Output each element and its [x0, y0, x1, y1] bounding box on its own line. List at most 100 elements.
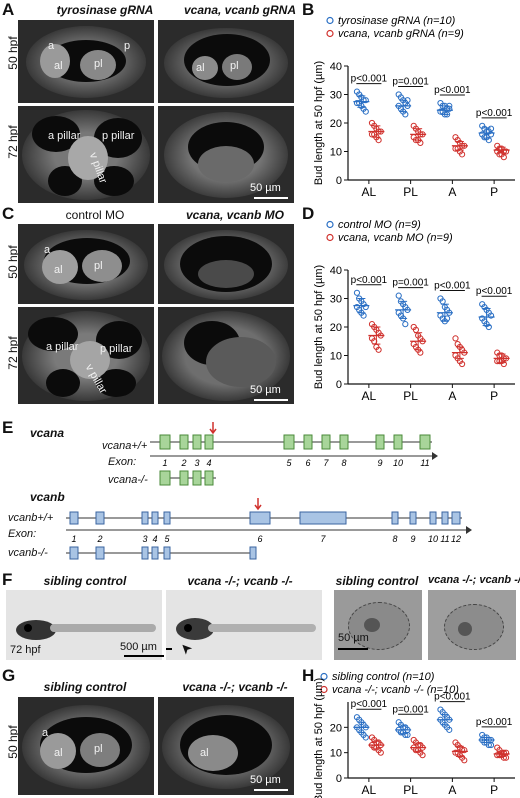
- x-tick-label: A: [448, 185, 456, 199]
- exon-box: [409, 511, 417, 525]
- panel-g-title-left: sibling control: [43, 680, 127, 694]
- exon-number: 7: [323, 458, 329, 468]
- exon-box: [69, 546, 79, 560]
- image-c-50-right: [158, 224, 294, 304]
- p-value-label: p=0.001: [392, 278, 429, 289]
- age-label: 72 hpf: [10, 644, 41, 656]
- y-tick-label: 20: [330, 118, 342, 130]
- exon-number: 1: [162, 458, 167, 468]
- data-point: [362, 108, 369, 115]
- arrow-icon: ➤: [175, 639, 196, 659]
- exon-box: [249, 546, 257, 560]
- data-point: [461, 757, 468, 764]
- p-value-label: p<0.001: [476, 286, 513, 297]
- image-c-72-left: a pillar p pillar v pillar: [18, 307, 154, 404]
- scale-bar: [166, 648, 172, 650]
- legend-label: tyrosinase gRNA (n=10): [338, 15, 456, 27]
- vcana-exon-label: Exon:: [108, 456, 137, 468]
- y-tick-label: 40: [330, 265, 342, 277]
- image-a-72-right: 50 µm: [158, 106, 294, 203]
- p-value-label: p<0.001: [351, 275, 388, 286]
- exon-number: 2: [180, 458, 186, 468]
- data-point: [452, 335, 459, 342]
- x-tick-label: PL: [403, 783, 418, 797]
- image-c-50-left: a al pl: [18, 224, 154, 304]
- image-a-50-right: al pl: [158, 20, 294, 103]
- chart-b: tyrosinase gRNA (n=10)vcana, vcanb gRNA …: [313, 15, 515, 199]
- chart-h: sibling control (n=10)vcana -/-; vcanb -…: [313, 671, 515, 798]
- data-point: [446, 726, 453, 733]
- panel-letter-e: E: [2, 418, 14, 437]
- data-point: [496, 151, 503, 158]
- exon-number: 3: [194, 458, 199, 468]
- exon-box: [249, 511, 271, 525]
- label-a: a: [42, 727, 49, 739]
- data-point: [485, 323, 492, 331]
- exon-box: [451, 511, 461, 525]
- y-tick-label: 0: [336, 379, 342, 391]
- exon-number: 2: [96, 534, 102, 544]
- label-a-pillar: a pillar: [48, 130, 81, 142]
- p-value-label: p=0.001: [392, 77, 429, 88]
- scale-bar: [338, 648, 368, 650]
- scale-bar: [254, 399, 288, 401]
- chart-d: control MO (n=9)vcana, vcanb MO (n=9) 0 10…: [313, 219, 515, 403]
- scale-bar: [254, 197, 288, 199]
- exon-box: [179, 470, 189, 486]
- exon-box: [192, 470, 202, 486]
- exon-number: 7: [320, 534, 326, 544]
- data-point: [458, 151, 466, 158]
- exon-box: [204, 470, 214, 486]
- legend-marker: [320, 672, 328, 681]
- data-point: [377, 749, 384, 756]
- data-point: [500, 154, 507, 161]
- y-tick-label: 10: [330, 147, 342, 159]
- panel-f-title-2: vcana -/-; vcanb -/-: [187, 574, 293, 588]
- panel-f-title-3: sibling control: [335, 574, 419, 588]
- data-point: [487, 312, 495, 319]
- p-value-label: p<0.001: [476, 108, 513, 119]
- p-value-label: p<0.001: [476, 717, 513, 728]
- label-pl: pl: [94, 260, 103, 272]
- exon-box: [375, 434, 385, 450]
- x-tick-label: PL: [403, 185, 418, 199]
- exon-number: 12: [451, 534, 461, 544]
- exon-box: [151, 511, 159, 525]
- scale-label-50: 50 µm: [338, 632, 369, 644]
- exon-box: [179, 434, 189, 450]
- data-point: [402, 731, 409, 739]
- legend-label: vcana -/-; vcanb -/- (n=10): [332, 684, 459, 696]
- y-tick-label: 0: [336, 773, 342, 785]
- panel-letter-g: G: [2, 666, 16, 685]
- legend-label: vcana, vcanb MO (n=9): [338, 232, 453, 244]
- data-point: [362, 97, 369, 104]
- exon-box: [393, 434, 403, 450]
- axis-arrow: [432, 452, 438, 460]
- data-point: [353, 99, 361, 107]
- data-point: [419, 752, 426, 759]
- y-axis-label: Bud length at 50 hpf (µm): [313, 678, 325, 798]
- panel-c-title-right: vcana, vcanb MO: [185, 208, 285, 222]
- panel-letter-h: H: [302, 666, 315, 685]
- data-point: [458, 360, 466, 368]
- legend-marker: [320, 685, 328, 694]
- y-tick-label: 10: [330, 351, 342, 363]
- panel-c-title-left: control MO: [65, 208, 125, 222]
- data-point: [375, 346, 382, 353]
- legend-label: control MO (n=9): [338, 219, 421, 231]
- exon-box: [163, 546, 171, 560]
- exon-box: [163, 511, 171, 525]
- label-al: al: [196, 62, 205, 74]
- x-tick-label: P: [490, 783, 498, 797]
- p-value-label: p<0.001: [434, 281, 471, 292]
- data-point: [404, 731, 411, 739]
- data-point: [395, 292, 402, 299]
- data-point: [437, 108, 444, 115]
- y-tick-label: 40: [330, 61, 342, 73]
- image-f-sibling-fish: 72 hpf: [6, 590, 162, 660]
- exon-box: [159, 434, 171, 450]
- data-point: [485, 137, 492, 144]
- x-tick-label: AL: [362, 389, 377, 403]
- label-al: al: [54, 60, 63, 72]
- exon-box: [441, 511, 449, 525]
